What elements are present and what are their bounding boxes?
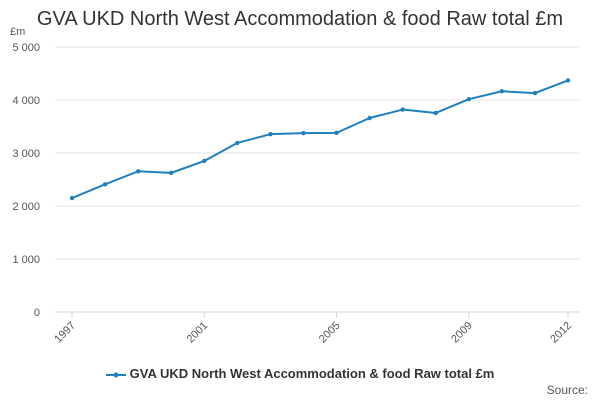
- y-tick-label: 2 000: [12, 201, 40, 213]
- data-point[interactable]: [334, 130, 339, 136]
- source-label: Source:: [546, 383, 588, 397]
- series-line: [71, 79, 569, 199]
- x-tick-label: 2001: [185, 320, 211, 346]
- data-point[interactable]: [466, 97, 471, 102]
- data-point[interactable]: [102, 182, 108, 187]
- y-tick-label: 4 000: [12, 95, 40, 107]
- data-point[interactable]: [400, 107, 405, 112]
- x-tick-label: 1997: [52, 320, 78, 346]
- y-tick-label: 0: [34, 307, 40, 319]
- legend-label: GVA UKD North West Accommodation & food …: [129, 366, 495, 381]
- data-point[interactable]: [301, 130, 306, 136]
- x-tick-label: 2012: [548, 320, 574, 346]
- chart-title: GVA UKD North West Accommodation & food …: [36, 8, 564, 30]
- data-point[interactable]: [367, 115, 372, 121]
- data-point[interactable]: [532, 90, 538, 96]
- y-tick-label: 5 000: [12, 42, 40, 54]
- x-tick-label: 2009: [449, 320, 475, 346]
- data-point[interactable]: [69, 195, 75, 201]
- data-point[interactable]: [268, 131, 273, 137]
- x-axis-ticks: 1997 2001 2005 2009 2012: [52, 312, 574, 345]
- data-point[interactable]: [169, 170, 174, 176]
- data-point[interactable]: [433, 110, 438, 116]
- y-tick-label: 3 000: [12, 148, 40, 160]
- series-layer: [69, 78, 571, 201]
- data-point[interactable]: [565, 78, 571, 83]
- legend[interactable]: GVA UKD North West Accommodation & food …: [0, 366, 600, 381]
- data-point[interactable]: [202, 158, 207, 164]
- y-axis-label: £m: [10, 26, 26, 38]
- data-point[interactable]: [135, 169, 141, 174]
- data-point[interactable]: [499, 89, 505, 94]
- x-tick-label: 2005: [317, 320, 343, 346]
- data-point[interactable]: [235, 140, 240, 146]
- y-tick-label: 1 000: [12, 254, 40, 266]
- y-axis-ticks: 0 1 000 2 000 3 000 4 000 5 000: [12, 42, 40, 319]
- grid-lines: [55, 46, 580, 260]
- legend-marker-icon: [105, 372, 126, 378]
